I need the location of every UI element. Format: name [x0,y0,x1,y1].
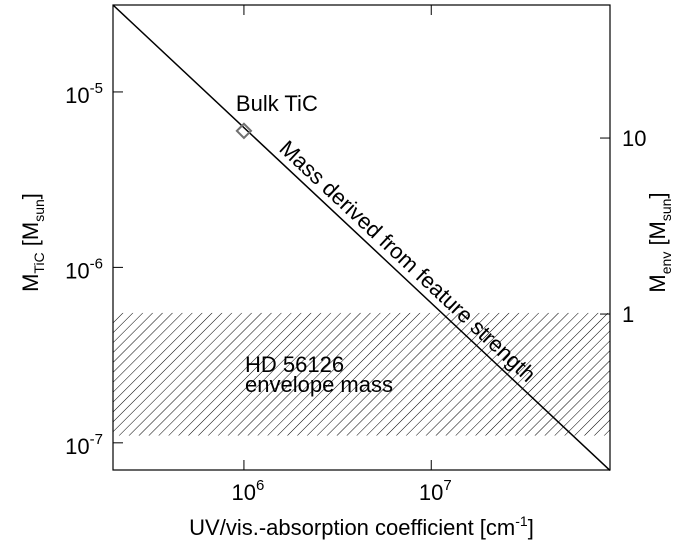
title-mid: [M [645,221,670,252]
tick-label: 106 [232,477,265,505]
tick-label-exp: -6 [90,255,103,272]
title-sub: sun [658,199,674,222]
title-sub: sun [31,199,47,222]
y2-tick-label: 10 [622,126,646,151]
x-title-main: UV/vis.-absorption coefficient [cm [189,515,515,540]
band-label: HD 56126 envelope mass [245,352,393,397]
title-sub: TiC [31,252,47,273]
title-main: M [645,274,670,292]
tick-label-base: 10 [65,258,89,283]
title-end: ] [18,193,43,199]
y2-axis-title: Menv [Msun] [645,192,674,292]
tick-label-exp: 7 [443,477,451,494]
x-title-end: ] [528,515,534,540]
band-label-line: HD 56126 [245,352,344,377]
title-sub: env [658,252,674,275]
title-mid: [M [18,222,43,253]
y2-tick-label: 1 [622,302,634,327]
tick-label-exp: -5 [90,80,103,97]
tick-label: 10-5 [65,80,103,108]
point-label: Bulk TiC [236,91,318,116]
tick-label-exp: -7 [90,431,103,448]
data-point [235,122,253,140]
tick-label-base: 10 [65,434,89,459]
tick-label: 107 [419,477,452,505]
tick-label-exp: 6 [256,477,264,494]
x-axis-title: UV/vis.-absorption coefficient [cm-1] [189,513,534,540]
x-title-sup: -1 [515,513,528,529]
tick-label-base: 10 [232,480,256,505]
tick-label: 10-7 [65,431,103,459]
tick-label: 10-6 [65,255,103,283]
envelope-band [113,312,610,436]
y-axis-title: MTiC [Msun] [18,193,47,292]
tick-label-base: 10 [419,480,443,505]
series-line [112,4,611,471]
plot-frame [112,4,611,471]
title-main: M [18,274,43,292]
title-end: ] [645,192,670,198]
band-label-line: envelope mass [245,372,393,397]
tick-label-base: 10 [65,83,89,108]
